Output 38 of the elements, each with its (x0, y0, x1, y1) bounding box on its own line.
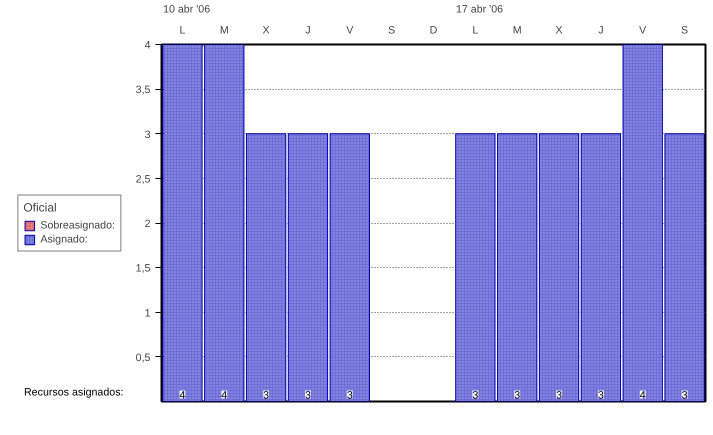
data-label: 4 (179, 390, 186, 402)
data-label: 3 (514, 390, 520, 402)
data-label: 3 (346, 390, 353, 402)
data-label: 3 (472, 390, 478, 402)
x-tick-label: L (179, 24, 186, 36)
data-label: 3 (305, 390, 311, 402)
x-tick-label: M (512, 24, 522, 36)
x-tick-label: M (220, 24, 229, 36)
x-tick-label: V (346, 24, 354, 36)
y-tick-label: 0,5 (136, 352, 151, 364)
y-tick-label: 3,5 (136, 84, 151, 96)
y-tick-label: 3 (144, 128, 151, 141)
x-tick-label: L (472, 24, 478, 36)
x-tick-label: D (430, 24, 438, 36)
legend-title: Oficial (23, 200, 58, 214)
y-tick-label: 2 (144, 218, 151, 230)
text: 17 abr '06 (456, 4, 504, 16)
x-tick-label: J (305, 24, 311, 36)
x-tick-label: V (639, 24, 648, 36)
data-label: 3 (682, 390, 688, 402)
data-label: 4 (221, 390, 228, 402)
x-tick-label: J (598, 24, 604, 36)
data-label: 3 (556, 390, 562, 402)
y-tick-label: 1 (144, 307, 151, 320)
x-tick-label: S (681, 24, 688, 36)
text: 10 abr '06 (163, 4, 210, 16)
text: Recursos asignados: (24, 386, 124, 398)
data-label: 4 (640, 390, 646, 402)
y-tick-label: 4 (144, 40, 151, 52)
y-tick-label: 2,5 (136, 173, 151, 186)
data-label: 3 (263, 390, 270, 402)
legend-label: Sobreasignado: (40, 219, 115, 231)
data-label: 3 (598, 390, 604, 402)
x-tick-label: X (262, 24, 270, 36)
y-tick-label: 1,5 (136, 262, 151, 275)
legend-label: Asignado: (40, 233, 88, 245)
x-tick-label: S (388, 24, 396, 36)
x-tick-label: X (555, 24, 563, 36)
